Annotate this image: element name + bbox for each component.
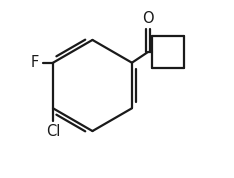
Text: O: O <box>142 11 154 26</box>
Text: Cl: Cl <box>46 124 60 139</box>
Text: F: F <box>31 55 39 70</box>
